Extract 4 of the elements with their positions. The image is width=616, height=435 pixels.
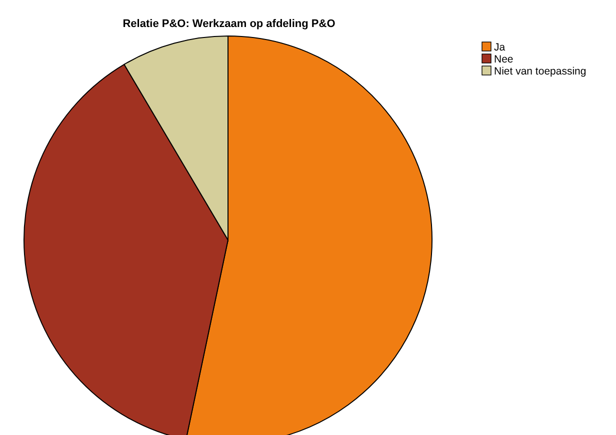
legend-label: Ja: [494, 42, 506, 54]
legend-label: Nee: [494, 54, 514, 66]
legend-label: Niet van toepassing: [494, 66, 586, 78]
chart-title: Relatie P&O: Werkzaam op afdeling P&O: [122, 18, 336, 30]
